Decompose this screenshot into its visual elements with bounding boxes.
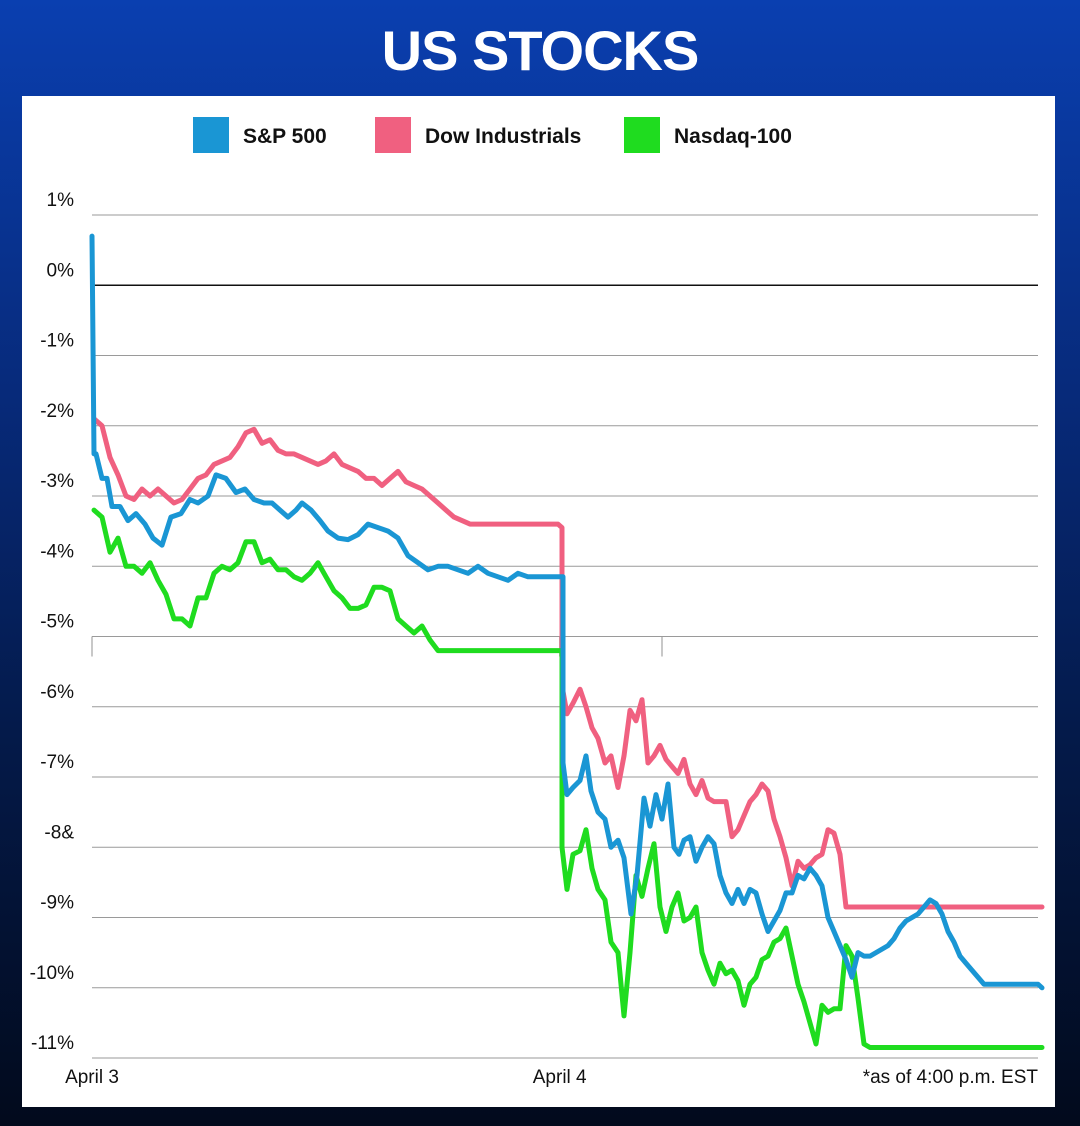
- time-note: *as of 4:00 p.m. EST: [863, 1067, 1039, 1088]
- y-tick-label: 1%: [47, 190, 75, 211]
- y-tick-label: -8&: [44, 822, 74, 843]
- legend-swatch-1: [375, 117, 411, 153]
- y-tick-label: -3%: [40, 471, 74, 492]
- y-tick-label: -4%: [40, 541, 74, 562]
- legend-swatch-2: [624, 117, 660, 153]
- chart-panel: S&P 500 Dow Industrials Nasdaq-100 1% 0% -1%…: [22, 96, 1055, 1107]
- x-tick-label: April 3: [65, 1067, 119, 1088]
- y-tick-label: -1%: [40, 331, 74, 352]
- legend-label-2: Nasdaq-100: [674, 125, 792, 148]
- y-tick-label: -10%: [30, 963, 74, 984]
- y-tick-label: 0%: [47, 260, 75, 281]
- legend: S&P 500 Dow Industrials Nasdaq-100: [193, 117, 792, 153]
- y-axis-ticks: 1% 0% -1% -2% -3% -4% -5% -6% -7% -8& -9% -10% -11%: [30, 190, 75, 1054]
- legend-label-0: S&P 500: [243, 125, 327, 148]
- page-title: US STOCKS: [381, 19, 700, 82]
- x-axis-ticks: April 3 April 4: [65, 636, 663, 1088]
- legend-label-1: Dow Industrials: [425, 125, 581, 148]
- series-lines: [89, 233, 1045, 1050]
- legend-swatch-0: [193, 117, 229, 153]
- series-line-s-p-500: [89, 233, 1045, 991]
- series-line-nasdaq-100: [91, 507, 1045, 1050]
- x-tick-label: April 4: [533, 1067, 587, 1088]
- line-chart: S&P 500 Dow Industrials Nasdaq-100 1% 0% -1%…: [30, 117, 1045, 1088]
- grid-lines: [92, 214, 1038, 1059]
- y-tick-label: -9%: [40, 893, 74, 914]
- y-tick-label: -6%: [40, 682, 74, 703]
- y-tick-label: -2%: [40, 401, 74, 422]
- y-tick-label: -7%: [40, 752, 74, 773]
- y-tick-label: -11%: [31, 1033, 74, 1054]
- y-tick-label: -5%: [40, 612, 74, 633]
- series-line-dow-industrials: [91, 416, 1045, 910]
